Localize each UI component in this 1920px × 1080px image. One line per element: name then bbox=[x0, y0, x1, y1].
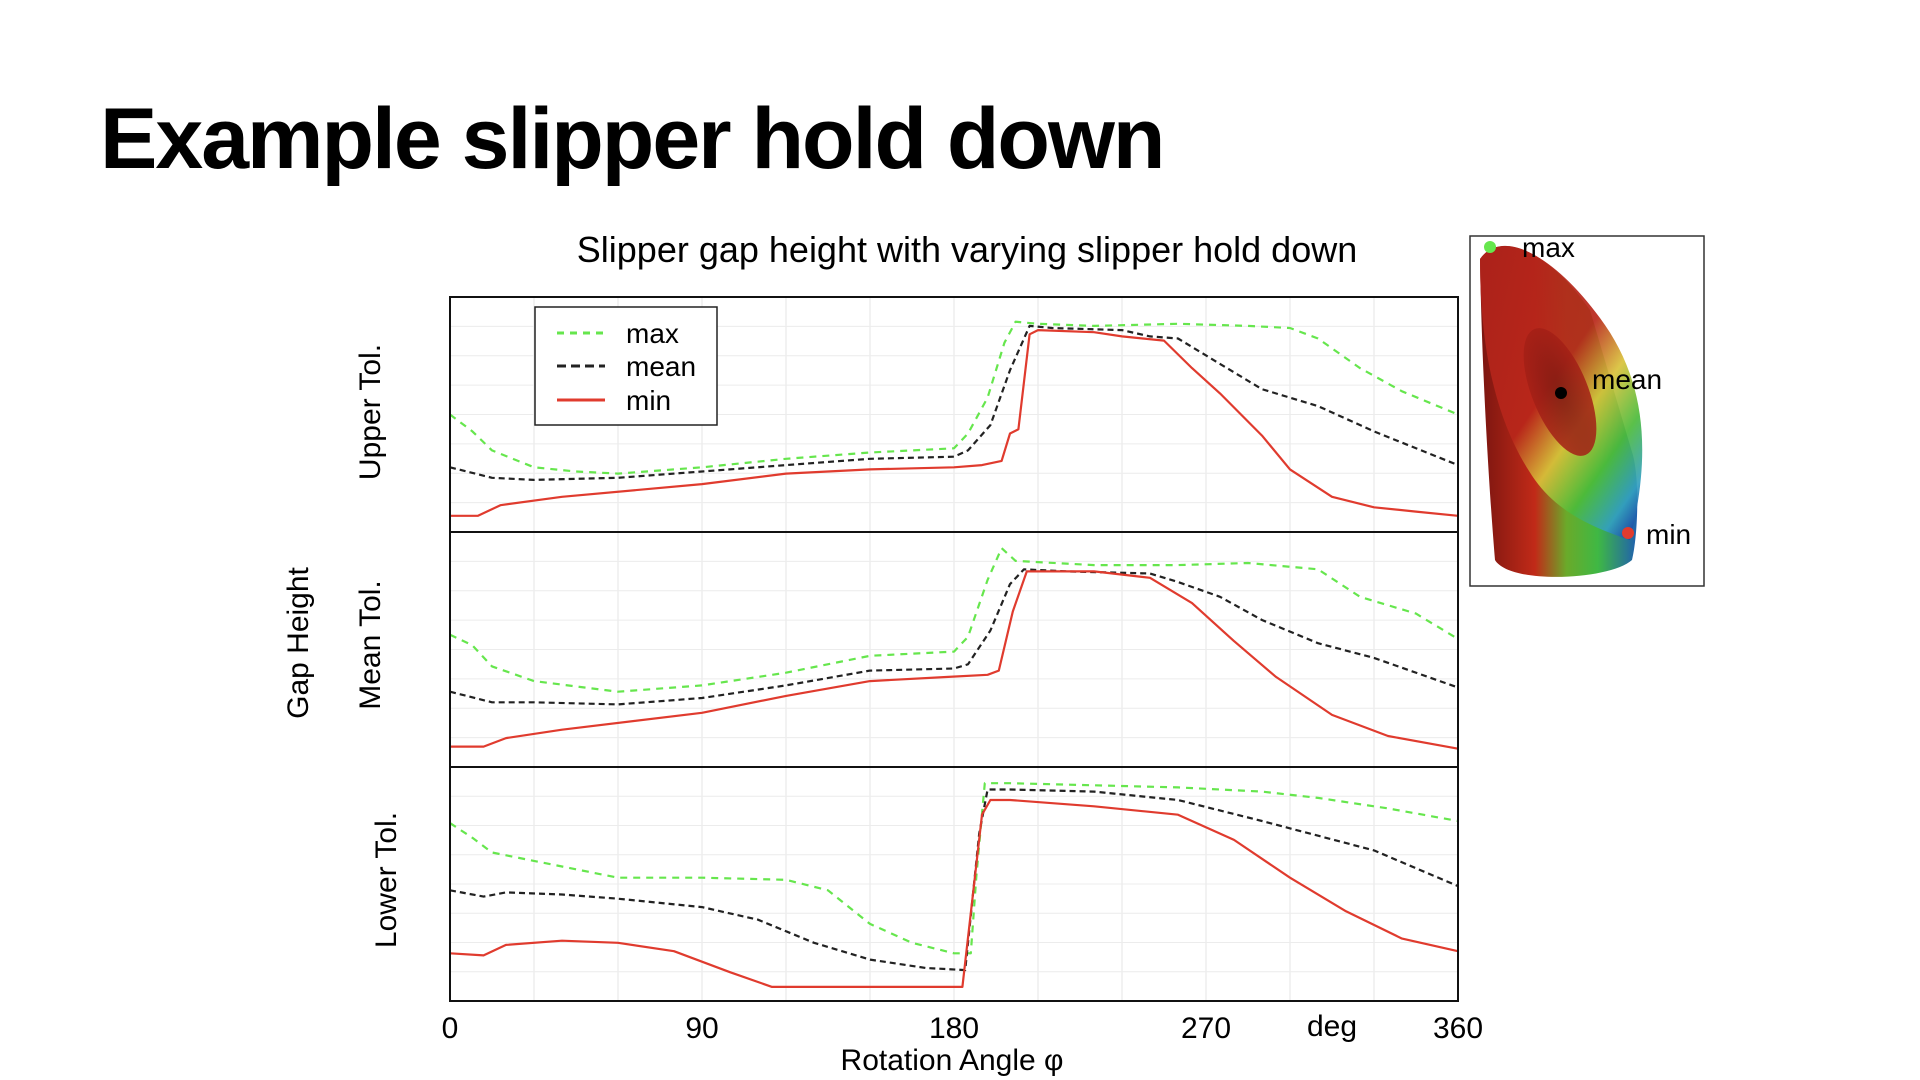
inset-marker-max bbox=[1484, 241, 1496, 253]
inset-label-min: min bbox=[1646, 519, 1691, 550]
x-tick-label: 180 bbox=[929, 1012, 979, 1045]
series-line-max-mean bbox=[449, 547, 1459, 693]
series-layer bbox=[449, 320, 1459, 988]
x-tick-label: 90 bbox=[685, 1012, 718, 1045]
y-axis-label: Gap Height bbox=[282, 566, 315, 718]
x-tick-labels: 0 90 180 270 360 bbox=[442, 1012, 1483, 1045]
inset-marker-mean bbox=[1555, 387, 1567, 399]
panel-frame-lower bbox=[449, 766, 1459, 1002]
series-line-min-lower bbox=[449, 798, 1459, 988]
inset-marker-min bbox=[1622, 527, 1634, 539]
legend: max mean min bbox=[534, 306, 718, 426]
legend-label-min: min bbox=[626, 385, 671, 416]
x-tick-label: 0 bbox=[442, 1012, 459, 1045]
series-line-max-lower bbox=[449, 782, 1459, 955]
series-line-min-mean bbox=[450, 570, 1459, 750]
inset-label-max: max bbox=[1522, 232, 1575, 263]
panel-label-lower: Lower Tol. bbox=[370, 812, 403, 948]
series-line-mean-lower bbox=[449, 788, 1459, 972]
x-axis-label: Rotation Angle φ bbox=[841, 1044, 1064, 1077]
slide-title: Example slipper hold down bbox=[100, 91, 1165, 187]
panel-label-mean: Mean Tol. bbox=[354, 580, 387, 710]
panel-label-upper: Upper Tol. bbox=[354, 344, 387, 480]
frame-layer bbox=[449, 296, 1459, 1002]
inset-label-mean: mean bbox=[1592, 364, 1662, 395]
chart-title: Slipper gap height with varying slipper … bbox=[577, 229, 1357, 270]
series-line-min-upper bbox=[450, 329, 1459, 517]
x-tick-label: 270 bbox=[1181, 1012, 1231, 1045]
series-line-mean-mean bbox=[449, 568, 1459, 706]
legend-label-mean: mean bbox=[626, 351, 696, 382]
legend-label-max: max bbox=[626, 318, 679, 349]
x-tick-label: 360 bbox=[1433, 1012, 1483, 1045]
x-unit-label: deg bbox=[1307, 1010, 1357, 1043]
slipper-inset: max mean min bbox=[1469, 232, 1705, 587]
series-line-mean-upper bbox=[449, 324, 1459, 481]
